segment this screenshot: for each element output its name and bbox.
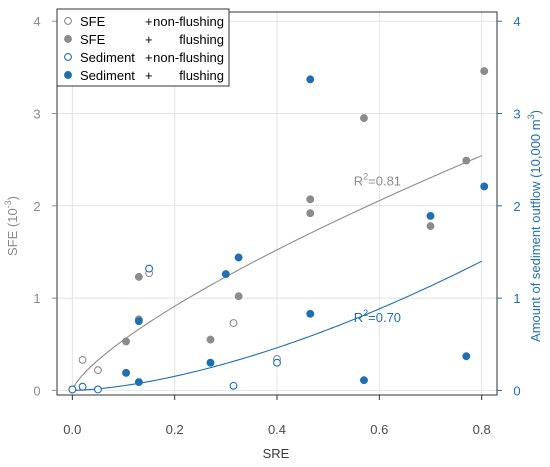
sed_flush-point-5 — [234, 253, 243, 262]
y-left-tick-label-3: 3 — [33, 107, 40, 122]
sfe_fit-curve — [71, 155, 482, 391]
legend-label-3: Sediment — [80, 68, 135, 83]
sed_flush-point-4 — [221, 270, 230, 279]
y-right-tick-label-4: 4 — [513, 14, 520, 29]
sed_flush-point-1 — [134, 317, 143, 326]
sed_flush-point-6 — [306, 75, 315, 84]
legend: SFE +non-flushing SFE + flushing Sediment +non… — [56, 8, 230, 87]
x-tick-label-3: 0.6 — [370, 422, 388, 437]
sfe_flush-point-3 — [206, 335, 215, 344]
sed_nonflush-point-4 — [229, 381, 238, 390]
sfe_flush-point-0 — [122, 337, 131, 346]
y-left-tick-label-2: 2 — [33, 199, 40, 214]
sfe_flush-point-5 — [306, 195, 315, 204]
sed_flush-point-2 — [134, 378, 143, 387]
sfe_flush-point-6 — [306, 209, 315, 218]
legend-condition-2: +non-flushing — [145, 50, 224, 65]
r2-label-sediment: R2=0.70 — [354, 308, 401, 325]
sfe_flush-point-1 — [134, 272, 143, 281]
x-tick-label-1: 0.2 — [166, 422, 184, 437]
legend-condition-1: + flushing — [145, 32, 224, 47]
sed_nonflush-point-5 — [273, 358, 281, 367]
y-right-tick-label-3: 3 — [513, 107, 520, 122]
legend-label-2: Sediment — [80, 50, 135, 65]
legend-label-1: SFE — [80, 32, 106, 47]
sed_nonflush-point-3 — [145, 264, 154, 273]
legend-marker-0 — [64, 17, 72, 25]
sed_flush-point-7 — [306, 309, 315, 318]
sed_nonflush-point-0 — [68, 385, 77, 394]
sed_flush-point-11 — [480, 182, 489, 191]
sfe_flush-point-10 — [480, 67, 489, 76]
r2-label-sfe: R2=0.81 — [354, 172, 401, 189]
y-right-tick-label-2: 2 — [513, 199, 520, 214]
legend-label-0: SFE — [80, 14, 106, 29]
sed_flush-point-9 — [426, 212, 435, 220]
sed_flush-point-3 — [206, 358, 215, 367]
y-right-tick-label-1: 1 — [513, 291, 520, 306]
axis-ticks: 0.0 0.2 0.4 0.6 0.8 0 0 1 1 2 2 3 3 4 4 — [33, 14, 520, 437]
sfe_flush-point-8 — [426, 222, 435, 231]
sfe_flush-point-7 — [360, 114, 368, 123]
sfe_nonflush-point-2 — [93, 366, 102, 375]
y-left-tick-label-0: 0 — [33, 383, 40, 398]
sfe_flush-point-9 — [462, 156, 471, 165]
sfe_flush-point-4 — [234, 292, 243, 301]
sed_flush-point-10 — [462, 352, 471, 361]
sed_flush-point-8 — [360, 376, 368, 385]
x-tick-label-2: 0.4 — [268, 422, 286, 437]
y-right-tick-label-0: 0 — [513, 383, 520, 398]
y-left-tick-label-4: 4 — [33, 14, 40, 29]
legend-marker-3 — [64, 71, 72, 79]
y-axis-title-right: Amount of sediment outflow (10,000 m3) — [526, 110, 543, 342]
x-tick-label-4: 0.8 — [473, 422, 491, 437]
sed_nonflush-point-1 — [78, 382, 87, 391]
y-left-tick-label-1: 1 — [33, 291, 40, 306]
data-points — [68, 67, 489, 394]
legend-marker-2 — [64, 53, 72, 61]
sed_nonflush-point-2 — [93, 385, 102, 394]
x-tick-label-0: 0.0 — [63, 422, 81, 437]
y-axis-title-left: SFE (10-3) — [3, 196, 20, 256]
legend-condition-0: +non-flushing — [145, 14, 224, 29]
legend-marker-1 — [64, 35, 72, 43]
sed_flush-point-0 — [122, 368, 131, 377]
legend-box — [56, 8, 230, 87]
sfe_nonflush-point-4 — [229, 319, 238, 327]
x-axis-title: SRE — [263, 446, 290, 461]
legend-condition-3: + flushing — [145, 68, 224, 83]
sfe_nonflush-point-1 — [78, 355, 87, 364]
